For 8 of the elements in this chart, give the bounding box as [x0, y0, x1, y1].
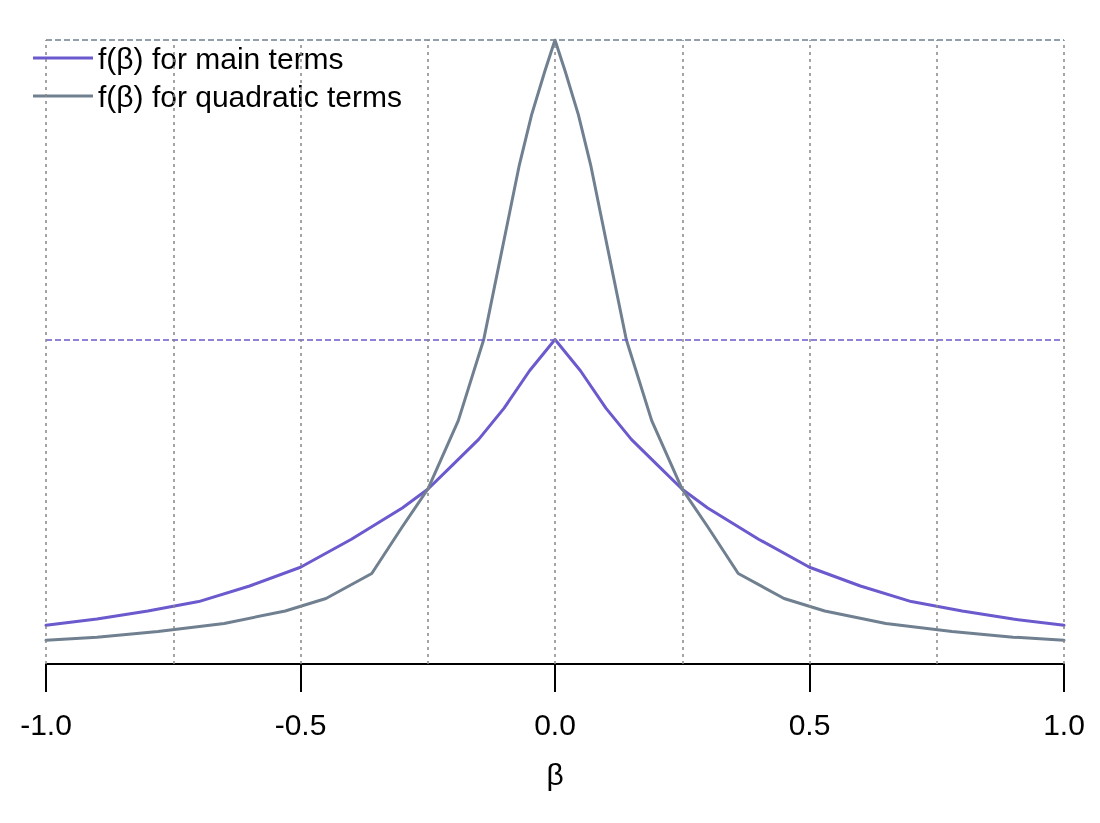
x-tick-label: -0.5 — [274, 707, 327, 741]
legend-label: f(β) for main terms — [98, 41, 344, 75]
x-tick-label: 0.5 — [788, 707, 831, 741]
x-tick-label: -1.0 — [20, 707, 72, 741]
legend-label: f(β) for quadratic terms — [98, 79, 402, 113]
x-tick-label: 1.0 — [1043, 707, 1085, 741]
x-tick-label: 0.0 — [534, 707, 576, 741]
x-axis-title: β — [546, 757, 564, 791]
